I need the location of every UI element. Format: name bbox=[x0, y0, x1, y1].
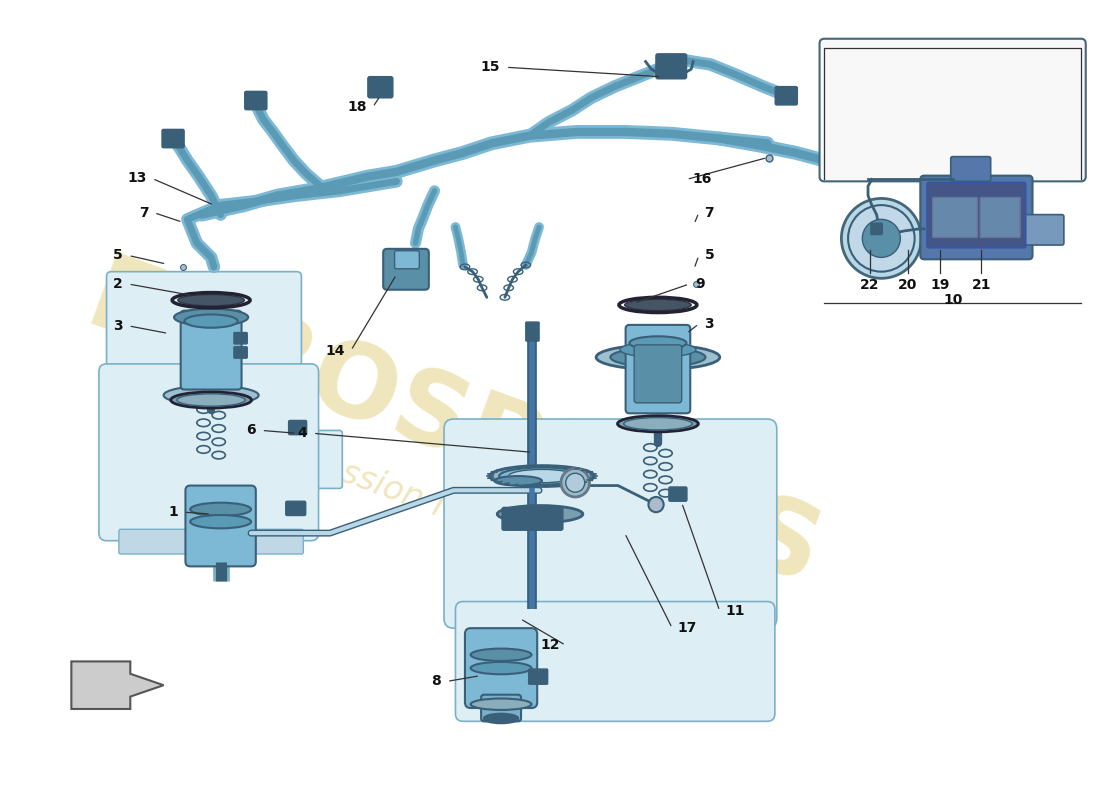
Ellipse shape bbox=[178, 294, 244, 306]
Ellipse shape bbox=[617, 416, 698, 432]
Text: 9: 9 bbox=[695, 277, 705, 291]
FancyBboxPatch shape bbox=[284, 430, 342, 489]
Text: 17: 17 bbox=[678, 621, 697, 635]
Ellipse shape bbox=[596, 345, 719, 370]
Text: 18: 18 bbox=[348, 100, 367, 114]
FancyBboxPatch shape bbox=[927, 182, 1026, 248]
FancyBboxPatch shape bbox=[526, 322, 539, 341]
FancyBboxPatch shape bbox=[626, 325, 691, 414]
Ellipse shape bbox=[610, 348, 705, 366]
FancyBboxPatch shape bbox=[635, 345, 682, 403]
FancyBboxPatch shape bbox=[234, 346, 248, 358]
Text: 22: 22 bbox=[860, 278, 880, 292]
Ellipse shape bbox=[620, 342, 696, 358]
FancyBboxPatch shape bbox=[107, 272, 301, 395]
FancyBboxPatch shape bbox=[99, 364, 319, 541]
Ellipse shape bbox=[170, 392, 252, 408]
Text: 7: 7 bbox=[139, 206, 148, 220]
FancyBboxPatch shape bbox=[871, 223, 882, 234]
Text: 15: 15 bbox=[481, 60, 500, 74]
FancyBboxPatch shape bbox=[465, 628, 537, 708]
Circle shape bbox=[561, 469, 590, 497]
FancyBboxPatch shape bbox=[656, 54, 686, 78]
FancyBboxPatch shape bbox=[950, 157, 991, 182]
Text: 1: 1 bbox=[168, 505, 178, 519]
Ellipse shape bbox=[625, 299, 691, 310]
Ellipse shape bbox=[164, 386, 258, 405]
FancyBboxPatch shape bbox=[1024, 214, 1064, 245]
Text: 16: 16 bbox=[692, 173, 712, 186]
Ellipse shape bbox=[174, 309, 249, 326]
Circle shape bbox=[648, 497, 663, 512]
FancyBboxPatch shape bbox=[820, 38, 1086, 182]
Text: 13: 13 bbox=[128, 171, 146, 186]
Text: 10: 10 bbox=[943, 293, 962, 307]
FancyBboxPatch shape bbox=[980, 198, 1020, 238]
Text: 20: 20 bbox=[899, 278, 917, 292]
Text: 5: 5 bbox=[113, 249, 123, 262]
Ellipse shape bbox=[490, 466, 594, 486]
Text: 19: 19 bbox=[931, 278, 950, 292]
Text: 3: 3 bbox=[113, 319, 123, 333]
FancyBboxPatch shape bbox=[186, 486, 256, 566]
Text: 2: 2 bbox=[113, 277, 123, 291]
Ellipse shape bbox=[629, 336, 686, 350]
FancyBboxPatch shape bbox=[921, 176, 1033, 259]
Ellipse shape bbox=[471, 698, 531, 710]
Circle shape bbox=[848, 205, 914, 272]
Text: EUROSPARES: EUROSPARES bbox=[73, 249, 834, 608]
FancyBboxPatch shape bbox=[119, 530, 304, 554]
FancyBboxPatch shape bbox=[444, 419, 777, 628]
Circle shape bbox=[842, 198, 922, 278]
FancyBboxPatch shape bbox=[395, 250, 419, 269]
Ellipse shape bbox=[624, 418, 692, 430]
Ellipse shape bbox=[494, 476, 542, 486]
Text: 3: 3 bbox=[704, 317, 714, 331]
Ellipse shape bbox=[497, 506, 583, 522]
FancyBboxPatch shape bbox=[234, 333, 248, 344]
Text: 21: 21 bbox=[971, 278, 991, 292]
FancyBboxPatch shape bbox=[180, 310, 242, 390]
FancyBboxPatch shape bbox=[455, 602, 774, 722]
FancyBboxPatch shape bbox=[162, 130, 184, 147]
FancyBboxPatch shape bbox=[776, 86, 798, 105]
Text: 6: 6 bbox=[246, 423, 256, 438]
FancyBboxPatch shape bbox=[502, 507, 563, 530]
FancyBboxPatch shape bbox=[529, 669, 548, 684]
FancyBboxPatch shape bbox=[933, 198, 978, 238]
Ellipse shape bbox=[190, 515, 251, 528]
Ellipse shape bbox=[185, 314, 238, 328]
Ellipse shape bbox=[471, 662, 531, 674]
FancyBboxPatch shape bbox=[245, 91, 266, 110]
Text: 4: 4 bbox=[297, 426, 307, 440]
Text: a passion for parts since 1985: a passion for parts since 1985 bbox=[268, 431, 754, 635]
Circle shape bbox=[565, 474, 585, 492]
Text: 14: 14 bbox=[326, 343, 345, 358]
FancyBboxPatch shape bbox=[669, 487, 686, 502]
Text: 8: 8 bbox=[431, 674, 441, 689]
Ellipse shape bbox=[177, 394, 245, 406]
FancyBboxPatch shape bbox=[383, 249, 429, 290]
Circle shape bbox=[862, 219, 901, 258]
FancyBboxPatch shape bbox=[286, 502, 306, 515]
Ellipse shape bbox=[508, 470, 575, 482]
FancyBboxPatch shape bbox=[481, 694, 521, 722]
Ellipse shape bbox=[190, 502, 251, 516]
Text: 7: 7 bbox=[704, 206, 714, 220]
Text: 11: 11 bbox=[725, 604, 745, 618]
Text: 5: 5 bbox=[704, 249, 714, 262]
Ellipse shape bbox=[484, 714, 518, 723]
Text: 12: 12 bbox=[540, 638, 560, 652]
Ellipse shape bbox=[499, 467, 585, 485]
Polygon shape bbox=[72, 662, 164, 709]
FancyBboxPatch shape bbox=[288, 421, 307, 434]
Ellipse shape bbox=[471, 649, 531, 661]
FancyBboxPatch shape bbox=[368, 77, 393, 98]
